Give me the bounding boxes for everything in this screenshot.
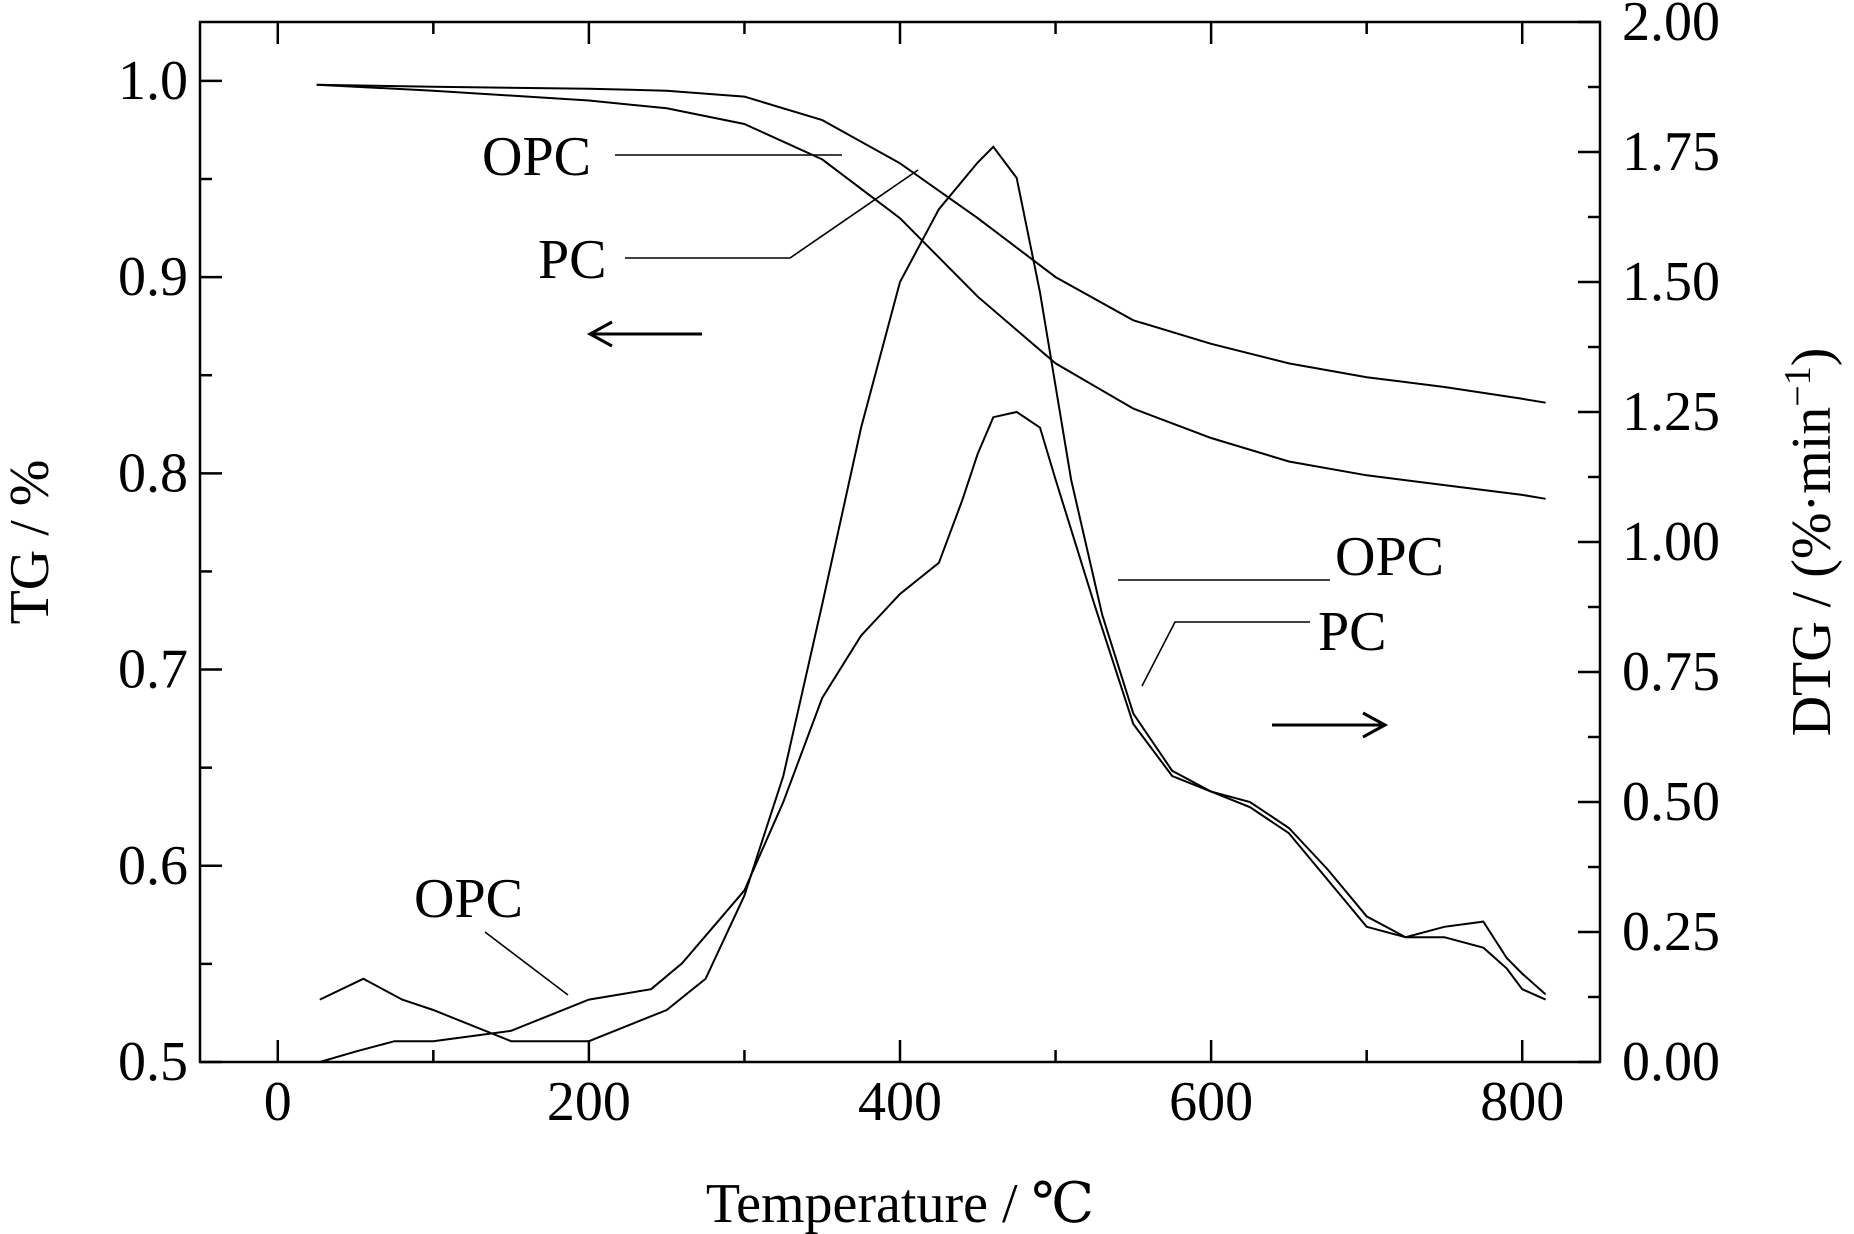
dtg-opc-low-leader [484,931,569,996]
left-y-tick-label: 0.7 [118,639,188,701]
left-y-tick-label: 0.9 [118,246,188,308]
right-y-axis-ticks: 0.00 0.25 0.50 0.75 1.00 1.25 1.50 1.75 2.00 [1578,0,1720,1093]
right-y-tick-label: 0.75 [1622,641,1720,703]
right-y-axis-title-close: ) [1781,348,1843,367]
right-axis-arrow [1272,711,1389,739]
tg-pc-line [316,83,1546,500]
dtg-opc-low-label: OPC [414,868,523,930]
right-y-tick-label: 0.25 [1622,901,1720,963]
right-y-tick-label: 1.75 [1622,121,1720,183]
x-tick-label: 0 [264,1071,292,1133]
x-tick-label: 200 [547,1071,631,1133]
tg-pc-leader [625,169,919,259]
tg-pc-label: PC [538,229,607,291]
x-tick-label: 600 [1169,1071,1253,1133]
dtg-pc-label: PC [1318,601,1387,663]
x-tick-label: 400 [858,1071,942,1133]
dtg-pc-line [319,410,1547,1063]
right-y-axis-title-main: DTG / (%·min [1781,407,1843,737]
left-y-axis-ticks: 0.5 0.6 0.7 0.8 0.9 1.0 [118,50,222,1093]
right-y-axis-title: DTG / (%·min−1) [1777,348,1843,737]
right-y-tick-label: 0.50 [1622,771,1720,833]
right-y-tick-label: 1.00 [1622,511,1720,573]
left-y-tick-label: 0.6 [118,835,188,897]
left-y-tick-label: 0.8 [118,442,188,504]
right-y-tick-label: 1.25 [1622,381,1720,443]
x-axis-title: Temperature / ℃ [706,1173,1094,1234]
left-y-tick-label: 0.5 [118,1031,188,1093]
tg-opc-line [316,83,1546,404]
dtg-pc-leader [1141,621,1310,687]
right-y-tick-label: 1.50 [1622,251,1720,313]
x-axis-ticks: 0 200 400 600 800 [264,22,1564,1133]
left-y-tick-label: 1.0 [118,50,188,112]
right-y-tick-label: 2.00 [1622,0,1720,53]
tg-opc-label: OPC [482,126,591,188]
right-y-tick-label: 0.00 [1622,1031,1720,1093]
left-axis-arrow [586,320,702,348]
right-y-axis-title-superscript: −1 [1777,366,1819,406]
left-y-axis-title: TG / % [0,460,61,625]
x-tick-label: 800 [1480,1071,1564,1133]
dtg-opc-label: OPC [1335,526,1444,588]
dtg-opc-line [319,145,1547,1043]
